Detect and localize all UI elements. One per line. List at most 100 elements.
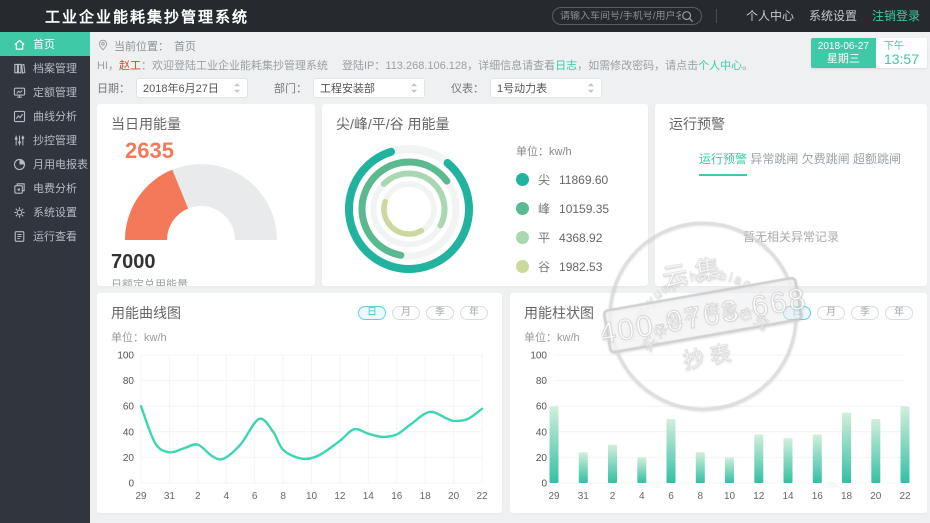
sidebar-item-system-settings[interactable]: 系统设置	[0, 200, 90, 224]
sidebar-item-label: 抄控管理	[33, 135, 77, 147]
period-month-button[interactable]: 月	[392, 306, 420, 320]
svg-text:0: 0	[541, 479, 547, 490]
svg-text:40: 40	[536, 427, 548, 438]
svg-text:29: 29	[548, 491, 560, 502]
legend-item: 平 4368.92	[516, 229, 609, 246]
svg-text:22: 22	[899, 491, 911, 502]
filter-label: 部门：	[274, 83, 307, 95]
gear-icon	[13, 206, 26, 219]
tab-abnormal-trip[interactable]: 异常跳闸	[750, 152, 799, 166]
files-icon	[13, 182, 26, 195]
period-year-button[interactable]: 年	[460, 306, 488, 320]
gauge-arc	[125, 163, 277, 240]
header-divider	[715, 9, 717, 23]
tab-arrears-trip[interactable]: 欠费跳闸	[801, 152, 850, 166]
tab-run-warning[interactable]: 运行预警	[699, 150, 748, 176]
unit-label: 单位：kw/h	[524, 332, 580, 344]
sidebar-item-curve-analysis[interactable]: 曲线分析	[0, 104, 90, 128]
sidebar-item-archives[interactable]: 档案管理	[0, 56, 90, 80]
sidebar-item-run-view[interactable]: 运行查看	[0, 224, 90, 248]
legend-item: 峰 10159.35	[516, 200, 609, 217]
sidebar-item-quota[interactable]: 定额管理	[0, 80, 90, 104]
svg-text:2: 2	[610, 491, 616, 502]
svg-text:60: 60	[123, 402, 135, 413]
info-row: 当前位置： 首页 HI，赵工：欢迎登陆工业企业能耗集抄管理系统 登陆IP：113.…	[97, 38, 927, 72]
svg-text:2: 2	[195, 491, 201, 502]
period-year-button[interactable]: 年	[885, 306, 913, 320]
pie-icon	[13, 158, 26, 171]
period-day-button[interactable]: 日	[783, 306, 811, 320]
legend-value: 11869.60	[559, 172, 609, 187]
legend-value: 4368.92	[559, 230, 603, 245]
run-warning-card: 运行预警 运行预警 异常跳闸 欠费跳闸 超额跳闸 暂无相关异常记录	[655, 104, 927, 286]
header-link-profile[interactable]: 个人中心	[745, 9, 794, 23]
svg-text:80: 80	[536, 376, 548, 387]
sidebar-item-monthly-report[interactable]: 月用电报表	[0, 152, 90, 176]
rings-content: 单位：kw/h 尖 11869.60 峰 10159.35 平 4368.92 谷 1982.…	[336, 136, 634, 282]
profile-link[interactable]: 个人中心	[698, 60, 743, 72]
peak-valley-energy-card: 尖/峰/平/谷 用能量 单位：kw/h 尖 11869.60 峰 10159.35 平 4…	[322, 104, 648, 286]
svg-text:20: 20	[123, 453, 135, 464]
legend-dot	[516, 202, 529, 215]
legend-name: 尖	[538, 173, 551, 187]
header-link-logout[interactable]: 注销登录	[871, 9, 920, 23]
svg-text:31: 31	[164, 491, 176, 502]
sidebar-item-fee-analysis[interactable]: 电费分析	[0, 176, 90, 200]
svg-text:12: 12	[753, 491, 765, 502]
period-quarter-button[interactable]: 季	[426, 306, 454, 320]
legend-value: 1982.53	[559, 259, 603, 274]
legend-value: 10159.35	[559, 201, 610, 216]
sidebar-item-home[interactable]: 首页	[0, 32, 90, 56]
card-title: 用能柱状图	[524, 305, 594, 321]
svg-text:16: 16	[391, 491, 403, 502]
svg-text:22: 22	[476, 491, 488, 502]
period-value: 下午	[883, 41, 904, 52]
sidebar-item-label: 系统设置	[33, 207, 77, 219]
card-title: 运行预警	[669, 116, 725, 132]
card-title: 当日用能量	[111, 116, 181, 132]
monitor-icon	[13, 86, 26, 99]
search-icon[interactable]	[681, 10, 694, 23]
location-pin-icon	[97, 39, 109, 54]
period-month-button[interactable]: 月	[817, 306, 845, 320]
period-day-button[interactable]: 日	[358, 306, 386, 320]
app-title: 工业企业能耗集抄管理系统	[45, 8, 250, 26]
card-title: 尖/峰/平/谷 用能量	[336, 116, 450, 132]
breadcrumb-value: 首页	[174, 41, 196, 53]
svg-text:80: 80	[123, 376, 135, 387]
search-input[interactable]	[559, 10, 681, 22]
sidebar-item-meter-control[interactable]: 抄控管理	[0, 128, 90, 152]
tab-overquota-trip[interactable]: 超额跳闸	[852, 152, 901, 166]
svg-text:18: 18	[841, 491, 853, 502]
log-icon	[13, 230, 26, 243]
stepper-icon	[233, 81, 241, 95]
svg-text:4: 4	[639, 491, 645, 502]
sidebar-item-label: 电费分析	[33, 183, 77, 195]
department-select[interactable]: 工程安装部	[313, 78, 425, 98]
search-box[interactable]	[551, 7, 702, 25]
legend-item: 谷 1982.53	[516, 258, 609, 275]
period-quarter-button[interactable]: 季	[851, 306, 879, 320]
weekday-value: 星期三	[826, 53, 860, 65]
log-link[interactable]: 日志	[555, 60, 578, 72]
filter-date: 日期： 2018年6月27日	[97, 78, 248, 98]
filter-label: 日期：	[97, 83, 130, 95]
header-links: 个人中心 系统设置 注销登录	[731, 7, 920, 25]
unit-label: 单位：kw/h	[111, 332, 167, 344]
header-link-settings[interactable]: 系统设置	[808, 9, 857, 23]
archive-icon	[13, 62, 26, 75]
svg-text:29: 29	[135, 491, 147, 502]
curve-icon	[13, 110, 26, 123]
date-select[interactable]: 2018年6月27日	[136, 78, 248, 98]
card-title: 用能曲线图	[111, 305, 181, 321]
sidebar: 首页档案管理 定额管理 曲线分析抄控管理月用电报表电费分析系统设置运行查看	[0, 32, 90, 523]
meter-select[interactable]: 1号动力表	[490, 78, 602, 98]
legend-item: 尖 11869.60	[516, 171, 609, 188]
svg-text:14: 14	[782, 491, 794, 502]
filter-department: 部门： 工程安装部	[274, 78, 425, 98]
sidebar-item-label: 首页	[33, 39, 55, 51]
svg-text:100: 100	[117, 351, 134, 362]
period-buttons: 日月季年	[783, 306, 913, 320]
svg-text:100: 100	[530, 351, 547, 362]
